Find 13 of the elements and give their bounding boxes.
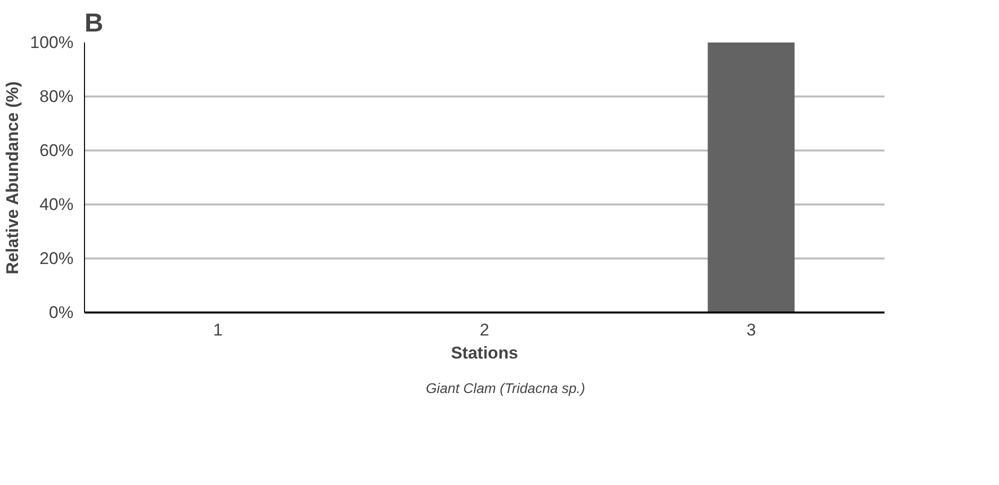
chart-title: B [84,8,104,38]
y-tick-label: 60% [39,141,74,160]
y-tick-label: 80% [39,87,74,106]
x-axis-title: Stations [450,344,518,362]
x-tick-label: 2 [480,320,490,340]
y-tick-label: 0% [48,303,74,322]
x-tick-label: 3 [746,320,756,340]
text: Giant Clam (Tridacna sp.) [426,380,586,396]
y-tick-label: 20% [39,249,74,268]
y-tick-label: 40% [39,195,74,214]
y-tick-label: 100% [30,33,74,52]
x-tick-label: 1 [213,320,223,340]
y-axis-title: Relative Abundance (%) [3,81,22,274]
